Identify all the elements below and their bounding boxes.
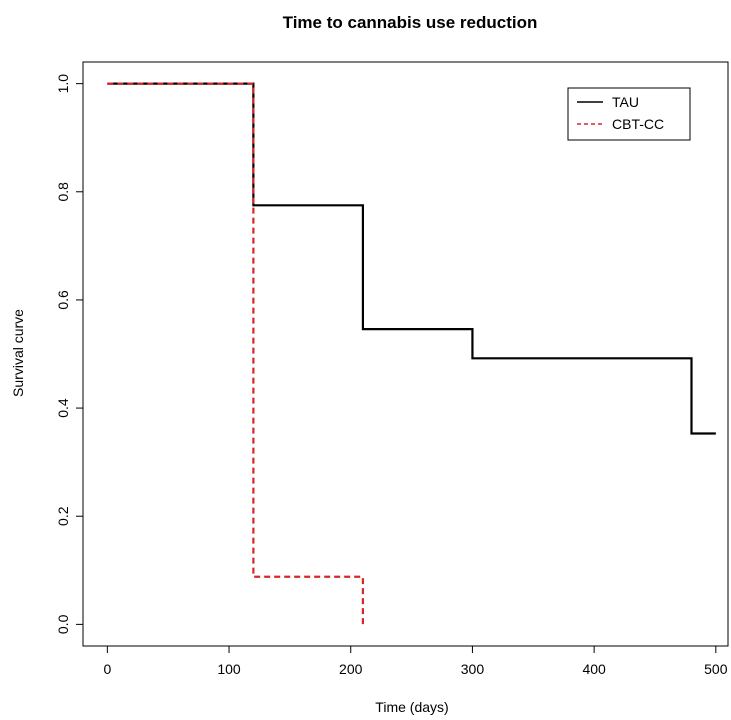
chart-title: Time to cannabis use reduction xyxy=(283,13,538,32)
x-tick-label: 100 xyxy=(217,661,241,677)
y-tick-label: 0.2 xyxy=(55,506,71,526)
legend-label-tau: TAU xyxy=(612,94,639,110)
legend: TAU CBT-CC xyxy=(567,87,691,141)
x-tick-label: 400 xyxy=(582,661,606,677)
y-tick-label: 0.4 xyxy=(55,398,71,418)
legend-box xyxy=(567,87,691,141)
y-axis-label: Survival curve xyxy=(10,309,26,397)
series-line-cbt-cc xyxy=(107,82,365,625)
plot-frame xyxy=(82,61,729,647)
series-line-tau xyxy=(107,82,716,435)
y-tick-label: 0.8 xyxy=(55,182,71,202)
y-tick-label: 1.0 xyxy=(55,74,71,94)
x-axis-label: Time (days) xyxy=(375,699,448,715)
y-tick-label: 0.0 xyxy=(55,614,71,634)
series-layer xyxy=(107,82,716,625)
legend-label-cbt-cc: CBT-CC xyxy=(612,116,664,132)
x-tick-label: 300 xyxy=(461,661,485,677)
x-axis: 0 100 200 300 400 500 xyxy=(103,645,728,677)
x-tick-label: 200 xyxy=(339,661,363,677)
y-axis: 0.0 0.2 0.4 0.6 0.8 1.0 xyxy=(55,74,84,634)
y-tick-label: 0.6 xyxy=(55,290,71,310)
x-tick-label: 500 xyxy=(704,661,728,677)
x-tick-label: 0 xyxy=(103,661,111,677)
